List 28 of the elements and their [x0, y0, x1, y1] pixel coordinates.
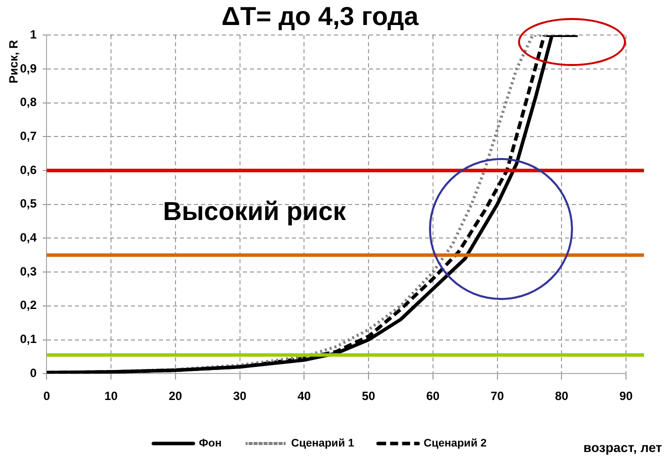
y-tick-label: 0,6 — [20, 162, 37, 177]
y-tick-label: 0 — [30, 366, 37, 380]
x-tick-label: 30 — [233, 389, 247, 404]
y-tick-label: 0,9 — [20, 61, 37, 76]
x-tick-label: 90 — [619, 389, 633, 404]
y-tick-label: 0,8 — [20, 95, 37, 110]
y-tick-label: 0,5 — [20, 196, 37, 211]
x-tick-label: 50 — [362, 389, 376, 404]
y-tick-label: 0,7 — [20, 129, 37, 144]
legend-label: Сценарий 1 — [291, 438, 354, 450]
y-tick-label: 0,4 — [20, 230, 37, 245]
x-tick-label: 40 — [297, 389, 312, 404]
x-tick-label: 20 — [168, 389, 182, 404]
y-tick-label: 0,2 — [20, 298, 37, 312]
legend-label: Фон — [198, 438, 222, 450]
chart-title: ΔT= до 4,3 года — [222, 0, 420, 31]
y-tick-label: 0,1 — [20, 332, 37, 346]
x-axis-title: возраст, лет — [583, 440, 662, 456]
x-tick-label: 80 — [554, 389, 569, 404]
y-tick-label: 0,3 — [20, 264, 37, 278]
y-tick-label: 1 — [30, 28, 37, 42]
x-tick-label: 60 — [426, 389, 440, 404]
legend-label: Сценарий 2 — [424, 438, 487, 450]
x-tick-label: 70 — [490, 389, 504, 404]
y-axis-title: Риск, R — [6, 40, 20, 84]
annotation: Высокий риск — [163, 196, 347, 226]
x-tick-label: 10 — [104, 389, 118, 404]
x-tick-label: 0 — [43, 389, 50, 404]
